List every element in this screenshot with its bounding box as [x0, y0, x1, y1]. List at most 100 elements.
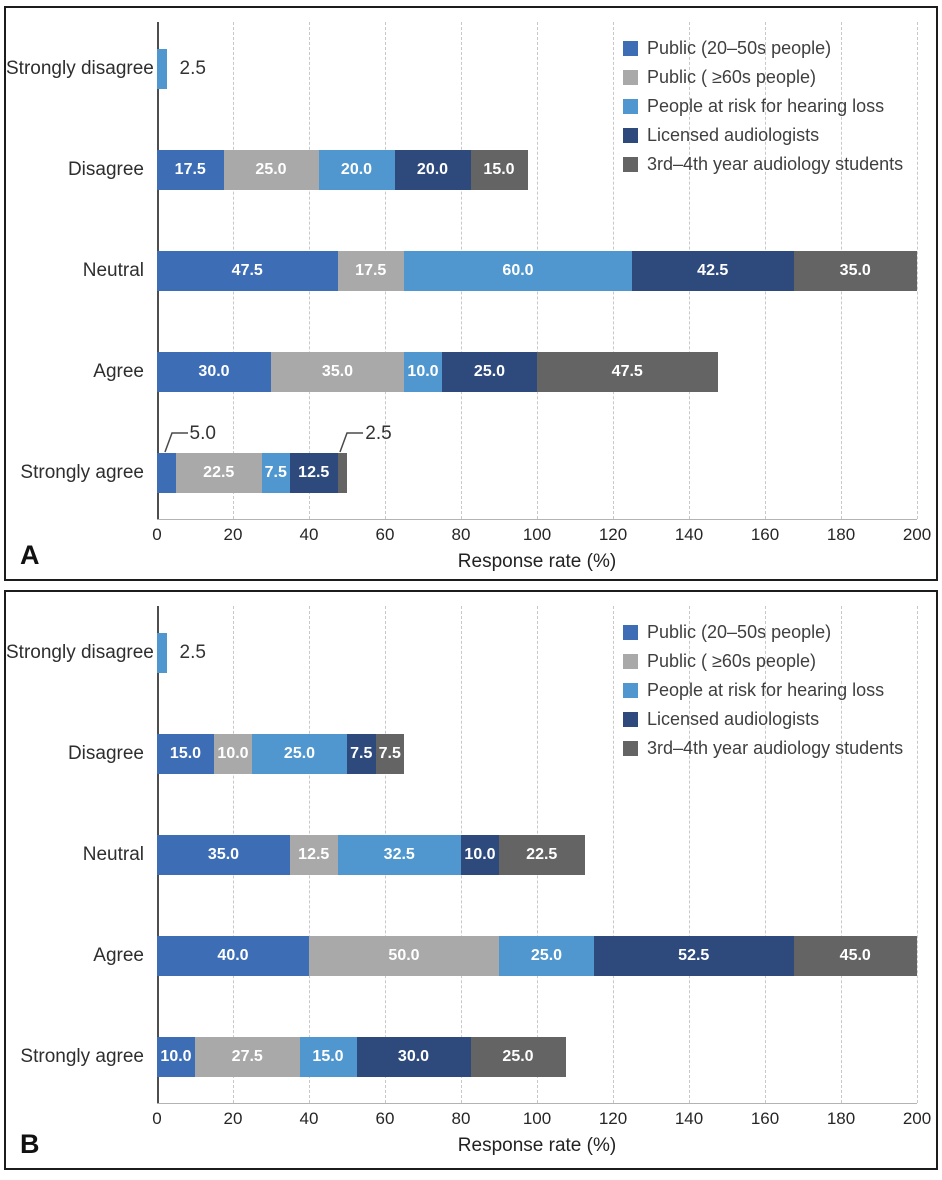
- bar-segment: [157, 453, 176, 493]
- legend-swatch-icon: [623, 741, 638, 756]
- value-label: 12.5: [298, 846, 330, 863]
- panel-letter-B: B: [20, 1129, 40, 1159]
- gridline: [689, 606, 690, 1103]
- value-label: 10.0: [464, 846, 496, 863]
- bar-segment: 22.5: [499, 835, 585, 875]
- bar-segment: 45.0: [793, 936, 917, 976]
- category-label: Strongly disagree: [6, 58, 154, 79]
- legend-item: People at risk for hearing loss: [623, 92, 903, 121]
- bar-segment: 25.0: [442, 352, 537, 392]
- legend-label: Licensed audiologists: [647, 709, 820, 729]
- tick-label: 160: [750, 525, 780, 544]
- tick-label: 120: [598, 525, 628, 544]
- value-label: 27.5: [231, 1048, 263, 1065]
- bar-row: 17.5 25.0 20.0 20.0 15.0: [157, 150, 917, 190]
- bar-segment: 20.0: [394, 150, 471, 190]
- bar-segment: 25.0: [499, 936, 594, 976]
- legend-swatch-icon: [623, 654, 638, 669]
- legend-swatch-icon: [623, 157, 638, 172]
- panel-B: Strongly disagree 2.5 Disagree 15.0 10.0 25.0…: [4, 590, 938, 1170]
- bar-segment: [157, 49, 167, 89]
- bar-segment: 7.5: [261, 453, 290, 493]
- bar-row: 30.0 35.0 10.0 25.0 47.5: [157, 352, 917, 392]
- bar-segment: 47.5: [537, 352, 718, 392]
- category-label: Disagree: [67, 159, 144, 180]
- tick-label: 40: [299, 525, 319, 544]
- tick-label: 80: [451, 525, 471, 544]
- bar-segment: 7.5: [347, 734, 376, 774]
- tick-label: 180: [826, 525, 856, 544]
- legend-item: 3rd–4th year audiology students: [623, 150, 903, 179]
- value-label: 47.5: [611, 363, 643, 380]
- legend-item: Public ( ≥60s people): [623, 63, 903, 92]
- callout: 2.5: [337, 423, 392, 453]
- value-label: 50.0: [388, 947, 420, 964]
- legend-label: Public (20–50s people): [647, 622, 832, 642]
- bar-segment: [337, 453, 347, 493]
- bar-segment: 22.5: [176, 453, 262, 493]
- tick-label: 40: [299, 1109, 319, 1128]
- value-label: 45.0: [839, 947, 871, 964]
- category-label: Agree: [93, 361, 144, 382]
- bar-segment: 40.0: [157, 936, 309, 976]
- legend-label: Public (20–50s people): [647, 38, 832, 58]
- gridline: [613, 606, 614, 1103]
- legend-item: Public ( ≥60s people): [623, 647, 903, 676]
- callout-line-icon: [163, 432, 188, 453]
- plot-area-B: Strongly disagree 2.5 Disagree 15.0 10.0 25.0…: [6, 606, 918, 1104]
- bar-row: [157, 49, 917, 89]
- legend-label: Licensed audiologists: [647, 125, 820, 145]
- bar-segment: 27.5: [195, 1037, 300, 1077]
- bar-segment: 12.5: [290, 453, 338, 493]
- bar-row: 22.5 7.5 12.5: [157, 453, 917, 493]
- x-axis-title-B: Response rate (%): [457, 1135, 617, 1156]
- value-label: 35.0: [207, 846, 240, 863]
- gridline: [917, 606, 918, 1103]
- bar-segment: 52.5: [594, 936, 794, 976]
- value-label: 30.0: [397, 1048, 430, 1065]
- legend-item: Public (20–50s people): [623, 34, 903, 63]
- bar-segment: 15.0: [157, 734, 214, 774]
- legend-swatch-icon: [623, 41, 638, 56]
- value-label: 47.5: [231, 262, 263, 279]
- x-axis-B: 0 20 40 60 80 100 120 140 160 180 200: [152, 1107, 931, 1131]
- tick-label: 180: [826, 1109, 856, 1128]
- value-label: 22.5: [203, 464, 235, 481]
- value-label: 52.5: [678, 947, 710, 964]
- bar-segment: 60.0: [404, 251, 632, 291]
- bar-segment: 7.5: [375, 734, 404, 774]
- callout: 5.0: [162, 424, 216, 453]
- bar-segment: 20.0: [318, 150, 395, 190]
- value-label: 7.5: [378, 745, 401, 762]
- bar-segment: 30.0: [356, 1037, 471, 1077]
- value-label: 60.0: [502, 262, 534, 279]
- callout-label: 2.5: [365, 423, 392, 444]
- tick-label: 200: [902, 525, 932, 544]
- tick-label: 120: [598, 1109, 628, 1128]
- category-label: Neutral: [82, 260, 144, 281]
- tick-label: 100: [522, 1109, 552, 1128]
- chart-B: Strongly disagree 2.5 Disagree 15.0 10.0 25.0…: [6, 592, 936, 1157]
- value-label: 25.0: [502, 1048, 534, 1065]
- tick-label: 20: [223, 525, 243, 544]
- value-label: 7.5: [264, 464, 287, 481]
- legend-swatch-icon: [623, 70, 638, 85]
- bar-row: 15.0 10.0 25.0 7.5 7.5: [157, 734, 917, 774]
- tick-label: 60: [375, 1109, 395, 1128]
- legend-label: Public ( ≥60s people): [647, 67, 816, 87]
- bar-segment: 35.0: [793, 251, 917, 291]
- outside-value-label: 2.5: [179, 58, 206, 79]
- tick-label: 160: [750, 1109, 780, 1128]
- gridline: [917, 22, 918, 519]
- gridline: [765, 606, 766, 1103]
- value-label: 35.0: [321, 363, 354, 380]
- bar-row: [157, 633, 917, 673]
- bar-segment: 25.0: [252, 734, 347, 774]
- bar-segment: 15.0: [299, 1037, 357, 1077]
- bar-segment: 10.0: [404, 352, 442, 392]
- legend-label: People at risk for hearing loss: [647, 680, 885, 700]
- bar-segment: 30.0: [157, 352, 271, 392]
- x-axis-line: [157, 1103, 917, 1104]
- callout-line-icon: [339, 432, 364, 453]
